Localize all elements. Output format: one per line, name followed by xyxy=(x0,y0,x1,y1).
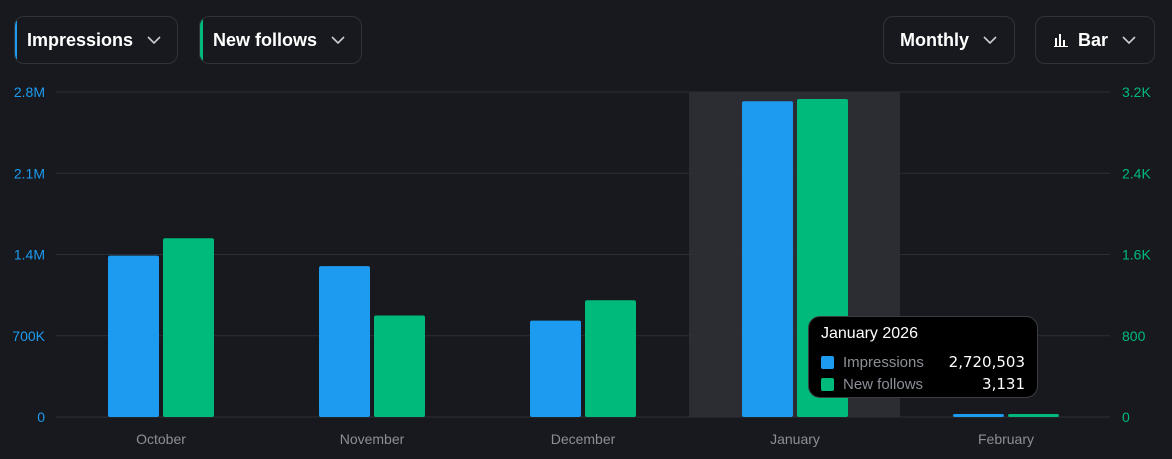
right-axis-tick-label: 2.4K xyxy=(1122,165,1151,181)
tooltip-new-follows-value: 3,131 xyxy=(982,375,1025,393)
chart-type-dropdown[interactable]: Bar xyxy=(1035,16,1155,64)
new-follows-swatch xyxy=(821,377,834,391)
bar-new-follows-november[interactable] xyxy=(374,315,425,417)
bar-impressions-january[interactable] xyxy=(742,101,793,418)
chevron-down-icon xyxy=(1122,35,1136,45)
metric-impressions-label: Impressions xyxy=(26,29,133,50)
chart-type-label: Bar xyxy=(1078,29,1109,50)
bar-impressions-december[interactable] xyxy=(530,320,581,417)
metric-new-follows-label: New follows xyxy=(212,29,317,50)
tooltip-impressions-value: 2,720,503 xyxy=(948,353,1025,371)
bar-chart-icon xyxy=(1054,33,1068,47)
bar-impressions-november[interactable] xyxy=(319,266,370,417)
left-axis-tick-label: 0 xyxy=(37,409,45,425)
bar-new-follows-october[interactable] xyxy=(163,238,214,417)
tooltip-row-impressions: Impressions 2,720,503 xyxy=(821,351,1025,373)
tooltip-new-follows-name: New follows xyxy=(843,375,924,393)
impressions-swatch xyxy=(821,355,834,369)
x-axis-category-label: November xyxy=(340,431,405,447)
chevron-down-icon xyxy=(147,35,161,45)
period-label: Monthly xyxy=(900,29,969,50)
tooltip-row-new-follows: New follows 3,131 xyxy=(821,373,1025,395)
right-axis-tick-label: 1.6K xyxy=(1122,247,1151,263)
bar-impressions-october[interactable] xyxy=(108,255,159,417)
metric-new-follows-dropdown[interactable]: New follows xyxy=(199,16,362,64)
bar-new-follows-december[interactable] xyxy=(585,300,636,417)
right-axis-tick-label: 0 xyxy=(1122,409,1130,425)
right-axis-tick-label: 800 xyxy=(1122,328,1146,344)
x-axis-category-label: February xyxy=(978,431,1034,447)
left-axis-tick-label: 2.1M xyxy=(14,165,45,181)
x-axis-category-label: October xyxy=(136,431,186,447)
impressions-color-indicator xyxy=(15,17,17,63)
chevron-down-icon xyxy=(983,35,997,45)
x-axis-category-label: January xyxy=(770,431,820,447)
bar-new-follows-february[interactable] xyxy=(1008,414,1059,417)
bar-impressions-february[interactable] xyxy=(953,414,1004,417)
left-axis-tick-label: 1.4M xyxy=(14,247,45,263)
chevron-down-icon xyxy=(331,35,345,45)
tooltip-impressions-name: Impressions xyxy=(843,353,924,371)
left-axis-tick-label: 700K xyxy=(12,328,45,344)
x-axis-category-label: December xyxy=(551,431,616,447)
chart-tooltip: January 2026 Impressions 2,720,503 New f… xyxy=(808,316,1038,398)
right-axis-tick-label: 3.2K xyxy=(1122,84,1151,100)
new-follows-color-indicator xyxy=(200,17,203,63)
period-dropdown[interactable]: Monthly xyxy=(883,16,1015,64)
metric-impressions-dropdown[interactable]: Impressions xyxy=(14,16,178,64)
tooltip-title: January 2026 xyxy=(821,325,918,342)
left-axis-tick-label: 2.8M xyxy=(14,84,45,100)
